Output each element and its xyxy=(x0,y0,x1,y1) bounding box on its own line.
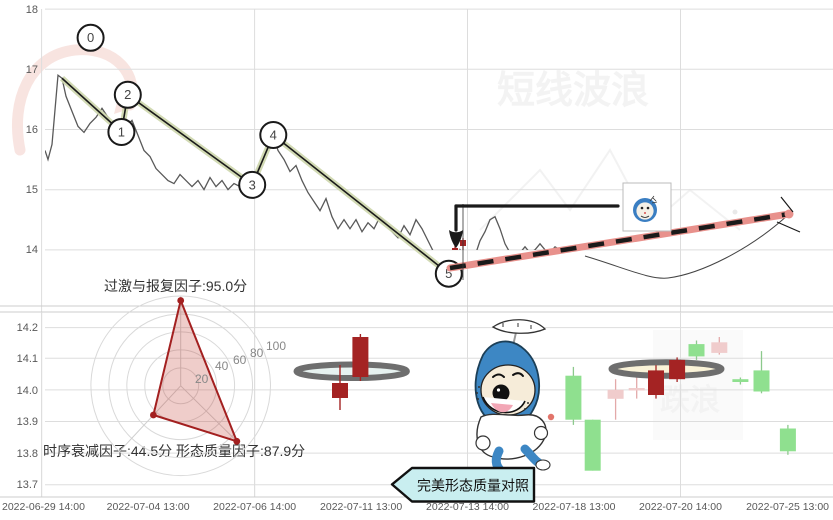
svg-text:4: 4 xyxy=(270,127,277,142)
svg-text:13.7: 13.7 xyxy=(17,479,38,491)
svg-text:时序衰减因子:44.5分 形态质量因子:87.9分: 时序衰减因子:44.5分 形态质量因子:87.9分 xyxy=(43,443,305,459)
svg-text:13.8: 13.8 xyxy=(17,448,38,460)
svg-text:13.9: 13.9 xyxy=(17,416,38,428)
svg-text:17: 17 xyxy=(26,64,38,76)
svg-text:60: 60 xyxy=(233,353,247,367)
svg-text:2022-07-06 14:00: 2022-07-06 14:00 xyxy=(213,501,296,513)
svg-text:100: 100 xyxy=(266,339,286,353)
svg-text:2022-07-04 13:00: 2022-07-04 13:00 xyxy=(107,501,190,513)
svg-text:3: 3 xyxy=(249,177,256,192)
svg-text:2022-07-13 14:00: 2022-07-13 14:00 xyxy=(426,501,509,513)
svg-text:20: 20 xyxy=(195,372,209,386)
svg-text:0: 0 xyxy=(87,30,94,45)
svg-text:40: 40 xyxy=(215,359,229,373)
svg-text:16: 16 xyxy=(26,124,38,136)
svg-text:2022-07-11 13:00: 2022-07-11 13:00 xyxy=(320,501,402,513)
svg-text:2022-07-20 14:00: 2022-07-20 14:00 xyxy=(639,501,722,513)
svg-text:14.1: 14.1 xyxy=(17,353,38,365)
svg-text:2022-07-18 13:00: 2022-07-18 13:00 xyxy=(533,501,616,513)
svg-text:过激与报复因子:95.0分: 过激与报复因子:95.0分 xyxy=(104,278,247,294)
svg-text:14: 14 xyxy=(26,244,38,256)
svg-text:2022-06-29 14:00: 2022-06-29 14:00 xyxy=(2,501,85,513)
svg-text:2: 2 xyxy=(124,87,131,102)
svg-text:80: 80 xyxy=(250,346,264,360)
svg-text:短线波浪: 短线波浪 xyxy=(497,70,649,112)
svg-text:14.2: 14.2 xyxy=(17,322,38,334)
svg-text:15: 15 xyxy=(26,184,38,196)
svg-text:18: 18 xyxy=(26,4,38,16)
svg-text:14.0: 14.0 xyxy=(17,385,38,397)
svg-text:2022-07-25 13:00: 2022-07-25 13:00 xyxy=(746,501,829,513)
svg-text:1: 1 xyxy=(118,124,125,139)
svg-text:完美形态质量对照: 完美形态质量对照 xyxy=(417,478,529,494)
